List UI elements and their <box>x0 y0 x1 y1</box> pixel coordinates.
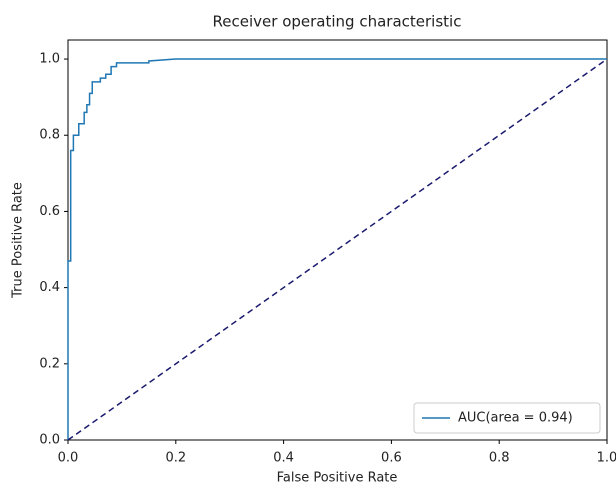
y-tick-label: 0.8 <box>39 128 60 143</box>
y-tick-label: 0.6 <box>39 204 60 219</box>
y-tick-label: 0.0 <box>39 433 60 448</box>
chart-title: Receiver operating characteristic <box>213 13 462 31</box>
y-tick-label: 0.4 <box>39 280 60 295</box>
x-tick-label: 0.4 <box>273 451 294 466</box>
plot-area <box>68 40 607 440</box>
x-tick-label: 0.8 <box>489 451 510 466</box>
x-tick-label: 0.2 <box>165 451 186 466</box>
y-tick-label: 1.0 <box>39 52 60 67</box>
chart: Receiver operating characteristic False … <box>0 0 616 486</box>
series-line <box>68 59 607 440</box>
y-axis-label: True Positive Rate <box>11 182 26 299</box>
x-tick-label: 0.6 <box>381 451 402 466</box>
legend-label: AUC(area = 0.94) <box>458 411 573 426</box>
x-tick-label: 0.0 <box>58 451 79 466</box>
x-tick-label: 1.0 <box>597 451 616 466</box>
y-tick-label: 0.2 <box>39 356 60 371</box>
x-axis-label: False Positive Rate <box>277 471 398 486</box>
